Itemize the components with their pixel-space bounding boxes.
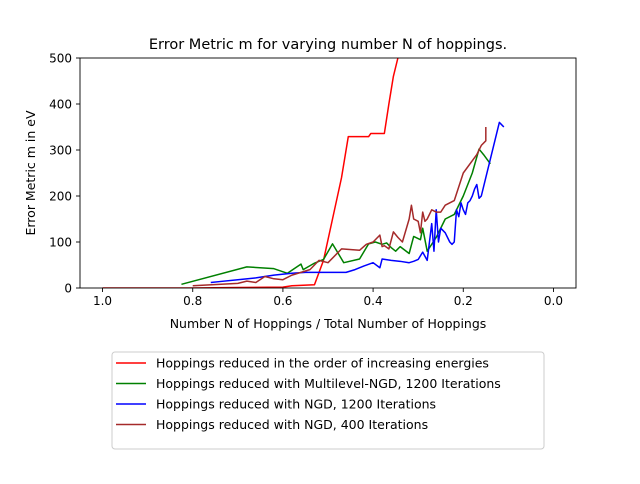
x-tick-label: 1.0: [93, 294, 112, 308]
series-group: [102, 58, 505, 288]
axes: 1.0 0.8 0.6 0.4 0.2 0.0 0 100 200 300 400 500: [49, 52, 577, 308]
series-line-2: [181, 148, 491, 286]
plot-area: [102, 58, 505, 288]
x-tick-label: 0.8: [183, 294, 202, 308]
legend-label-3: Hoppings reduced with NGD, 1200 Iteratio…: [156, 397, 436, 412]
axes-frame: [79, 57, 577, 289]
y-tick-label: 200: [49, 190, 72, 204]
legend-frame: [111, 351, 545, 450]
legend-label-4: Hoppings reduced with NGD, 400 Iteration…: [156, 417, 428, 432]
series-line-3: [210, 121, 505, 284]
y-tick-label: 500: [49, 52, 72, 66]
y-tick-label: 400: [49, 98, 72, 112]
y-tick-label: 0: [64, 282, 72, 296]
x-tick-label: 0.4: [364, 294, 383, 308]
y-tick-label: 100: [49, 236, 72, 250]
series-line-1: [102, 58, 399, 288]
x-tick-label: 0.2: [454, 294, 473, 308]
legend: Hoppings reduced in the order of increas…: [111, 351, 545, 450]
y-axis-label: Error Metric m in eV: [23, 110, 38, 235]
x-tick-label: 0.0: [544, 294, 563, 308]
legend-label-2: Hoppings reduced with Multilevel-NGD, 12…: [156, 376, 501, 391]
chart-title: Error Metric m for varying number N of h…: [149, 37, 507, 53]
x-axis-label: Number N of Hoppings / Total Number of H…: [170, 316, 487, 331]
y-tick-label: 300: [49, 144, 72, 158]
legend-label-1: Hoppings reduced in the order of increas…: [156, 356, 489, 371]
series-line-4: [192, 127, 487, 287]
x-tick-label: 0.6: [273, 294, 292, 308]
